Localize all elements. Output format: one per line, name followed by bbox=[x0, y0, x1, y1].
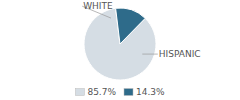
legend-label: 14.3% bbox=[136, 87, 165, 97]
annotation: HISPANIC bbox=[159, 49, 201, 59]
chart: WHITE HISPANIC 85.7% 14.3% bbox=[0, 0, 240, 100]
annotation: WHITE bbox=[83, 1, 113, 11]
leader-line bbox=[142, 54, 157, 55]
pie-slice bbox=[84, 8, 156, 80]
annotations: WHITE HISPANIC bbox=[82, 1, 200, 59]
legend-label: 85.7% bbox=[87, 87, 116, 97]
legend: 85.7% 14.3% bbox=[75, 87, 165, 97]
legend-swatch bbox=[124, 89, 133, 96]
legend-item: 85.7% bbox=[75, 87, 116, 97]
pie bbox=[84, 8, 156, 80]
legend-swatch bbox=[75, 89, 84, 96]
pie-slice bbox=[116, 8, 146, 44]
legend-item: 14.3% bbox=[124, 87, 165, 97]
